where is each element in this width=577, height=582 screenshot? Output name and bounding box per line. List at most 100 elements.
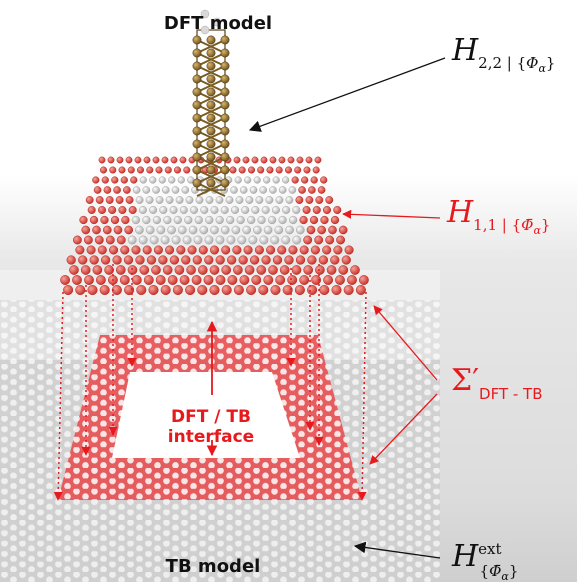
dft-atom-red [125,196,134,204]
dft-atom-red [124,285,135,296]
dft-atom-red [314,156,322,164]
dft-atom-red [326,265,337,275]
dft-atom-grey [177,176,185,184]
dft-atom-red [101,176,109,184]
dft-atom-red [320,176,328,184]
dft-atom-red [302,205,311,214]
dft-atom-grey [167,225,176,235]
dft-atom-red [185,285,196,296]
dft-atom-red [333,205,342,214]
dft-atom-red [336,235,345,245]
dft-atom-grey [272,176,280,184]
dft-atom-red [161,156,169,164]
projection-arrows [53,264,367,501]
dft-atom-red [97,245,107,255]
dft-atom-red [272,255,283,265]
dft-atom-grey [215,235,225,245]
dft-atom-grey [261,205,270,214]
dft-atom-grey [251,205,260,214]
dft-atom-red [89,215,99,225]
dft-atom-red [186,265,196,275]
dft-atom-grey [149,205,158,214]
dft-atom-red [268,265,278,275]
dft-atom-red [288,245,298,255]
dft-atom-red [176,245,186,255]
gold-atom [220,48,230,58]
dft-atom-red [191,275,202,285]
dft-atom-red [299,215,308,225]
wire-bond [196,52,226,67]
dft-atom-red [258,285,269,296]
dft-atom-grey [138,205,147,214]
dft-atom-red [109,166,117,174]
dft-atom-red [136,285,147,296]
dft-atom-red [75,285,86,296]
sigma-equation: Σ′DFT - TB [451,363,543,403]
dft-atom-red [310,245,320,255]
dft-atom-red [128,205,137,214]
gold-atom [220,87,230,97]
gold-atom [192,74,202,84]
wire-bond [196,143,226,158]
dft-atom-grey [142,186,151,194]
dft-atom-grey [127,235,137,245]
dft-atom-grey [160,235,170,245]
gold-atom-faded [212,17,222,27]
dft-atom-red [319,285,330,296]
dft-atom-red [80,265,91,275]
dft-atom-grey [281,235,291,245]
dft-atom-red [139,265,150,275]
dft-atom-red [254,245,264,255]
gold-atom [220,113,230,123]
dft-atom-red [314,235,324,245]
gold-atom [206,74,216,84]
dft-atom-red [162,265,173,275]
dft-atom-red [98,156,106,164]
dft-atom-grey [289,215,298,225]
dft-atom-red [246,285,257,296]
dft-atom-red [331,285,342,296]
dft-atom-red [179,156,187,164]
dft-atom-red [341,255,351,265]
dft-atom-red [100,255,111,265]
gold-atom [206,87,216,97]
dft-atom-red [330,215,340,225]
dft-atom-red [266,166,274,174]
dft-atom-grey [249,186,258,194]
gold-atom [192,165,202,175]
gold-atom [206,61,216,71]
dft-atom-grey [210,205,219,214]
dft-atom-grey [189,205,198,214]
dft-atom-red [278,156,286,164]
dft-atom-red [295,255,306,265]
gold-nanowire [192,9,230,197]
h11-equation: H1,1 | {Φ̄α} [446,195,550,237]
dft-atom-grey [175,196,184,204]
dft-atom-grey [193,235,203,245]
dft-atom-grey [169,205,178,214]
dft-atom-red [107,156,115,164]
dft-atom-red [257,166,265,174]
dft-atom-red [315,265,325,275]
dft-atom-red [333,245,343,255]
dft-atom-red [312,205,321,214]
dft-atom-red [232,245,242,255]
dft-atom-red [285,166,293,174]
dft-atom-red [148,285,159,296]
dft-atom-red [198,245,208,255]
dft-atom-red [100,215,109,225]
dft-atom-red [275,275,286,285]
dft-atom-red [183,166,191,174]
dft-atom-red [269,156,277,164]
dft-atom-grey [161,186,170,194]
dft-atom-red [301,176,309,184]
dft-atom-grey [132,186,141,194]
gold-atom [206,100,216,110]
dft-atom-red [92,225,101,235]
dft-atom-red [79,215,88,225]
gold-atom [220,165,230,175]
dft-atom-red [84,235,93,245]
dft-atom-red [227,275,238,285]
dft-atom-grey [195,196,204,204]
dft-atom-grey [259,186,268,194]
